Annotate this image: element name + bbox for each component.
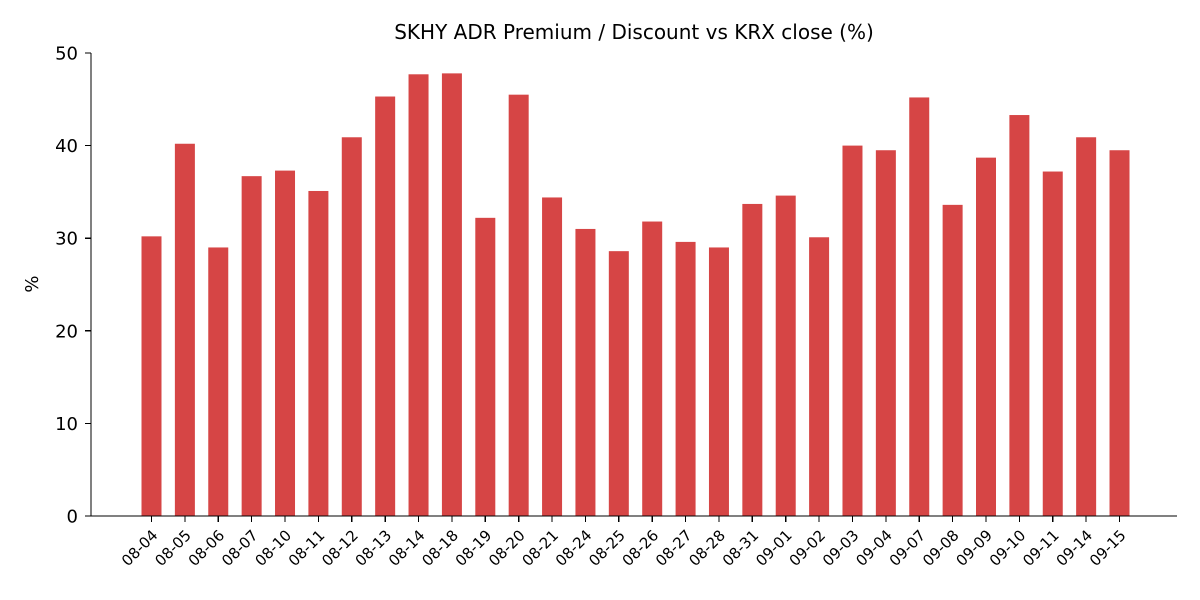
bar-08-14 [408, 74, 429, 517]
bar-08-10 [275, 170, 296, 516]
x-tick-label-08-07: 08-07 [218, 526, 262, 570]
bar-09-02 [809, 237, 830, 516]
bars-layer [141, 73, 1130, 517]
x-tick-label-09-15: 09-15 [1086, 526, 1130, 570]
chart-title: SKHY ADR Premium / Discount vs KRX close… [394, 20, 874, 44]
x-tick-label-08-27: 08-27 [652, 526, 696, 570]
x-tick-label-08-12: 08-12 [318, 526, 362, 570]
bar-08-21 [542, 197, 563, 516]
bar-09-09 [976, 157, 996, 516]
x-tick-label-09-14: 09-14 [1053, 526, 1097, 570]
bar-08-24 [575, 228, 596, 516]
x-tick-label-09-07: 09-07 [886, 526, 930, 570]
bar-08-13 [375, 96, 396, 517]
y-tick-label-40: 40 [55, 136, 78, 157]
bar-09-07 [909, 97, 930, 516]
y-tick-label-20: 20 [55, 321, 78, 342]
x-tick-label-08-24: 08-24 [552, 526, 596, 570]
bar-08-27 [675, 241, 696, 516]
bar-08-07 [241, 176, 262, 516]
x-tick-label-09-03: 09-03 [819, 526, 863, 570]
bar-09-01 [775, 195, 796, 516]
x-tick-label-08-04: 08-04 [118, 526, 162, 570]
y-tick-label-0: 0 [67, 507, 78, 528]
x-tick-label-09-04: 09-04 [852, 526, 896, 570]
bar-08-12 [341, 137, 362, 516]
x-tick-label-08-21: 08-21 [519, 526, 563, 570]
y-tick-label-30: 30 [55, 229, 78, 250]
bar-08-18 [441, 73, 462, 517]
bar-08-11 [308, 190, 329, 516]
x-tick-label-08-31: 08-31 [719, 526, 763, 570]
bar-08-25 [608, 251, 629, 516]
x-tick-label-08-28: 08-28 [685, 526, 729, 570]
x-tick-label-09-10: 09-10 [986, 526, 1030, 570]
bar-08-20 [508, 94, 529, 517]
bar-09-04 [875, 150, 896, 517]
x-tick-label-08-19: 08-19 [452, 526, 496, 570]
y-tick-label-50: 50 [55, 44, 78, 65]
bar-09-15 [1109, 150, 1130, 517]
bar-09-08 [942, 204, 963, 517]
x-tick-label-08-25: 08-25 [585, 526, 629, 570]
x-tick-label-08-14: 08-14 [385, 526, 429, 570]
x-tick-label-08-11: 08-11 [285, 526, 329, 570]
bar-08-04 [141, 236, 162, 516]
y-axis: 0 10 20 30 40 50 [55, 44, 92, 528]
bar-08-28 [708, 247, 729, 516]
x-tick-label-08-06: 08-06 [185, 526, 229, 570]
x-tick-label-08-13: 08-13 [352, 526, 396, 570]
bar-08-19 [475, 217, 496, 516]
x-tick-label-08-18: 08-18 [418, 526, 462, 570]
bar-09-03 [842, 145, 863, 516]
x-tick-label-08-10: 08-10 [251, 526, 295, 570]
bar-09-10 [1009, 115, 1030, 516]
x-tick-label-09-08: 09-08 [919, 526, 963, 570]
bar-08-31 [742, 203, 763, 516]
bar-08-26 [642, 221, 663, 516]
bar-09-14 [1076, 137, 1097, 516]
x-axis: 08-0408-0508-0608-0708-1008-1108-1208-13… [91, 515, 1177, 570]
x-tick-label-08-26: 08-26 [619, 526, 663, 570]
bar-08-05 [174, 143, 195, 516]
bar-08-06 [208, 247, 229, 516]
y-tick-label-10: 10 [55, 414, 78, 435]
x-tick-label-09-11: 09-11 [1019, 526, 1063, 570]
x-tick-label-09-02: 09-02 [786, 526, 830, 570]
x-tick-label-09-09: 09-09 [952, 526, 996, 570]
bar-09-11 [1042, 171, 1063, 516]
y-axis-label: % [22, 275, 43, 292]
x-tick-label-09-01: 09-01 [752, 526, 796, 570]
x-tick-label-08-20: 08-20 [485, 526, 529, 570]
x-tick-label-08-05: 08-05 [151, 526, 195, 570]
